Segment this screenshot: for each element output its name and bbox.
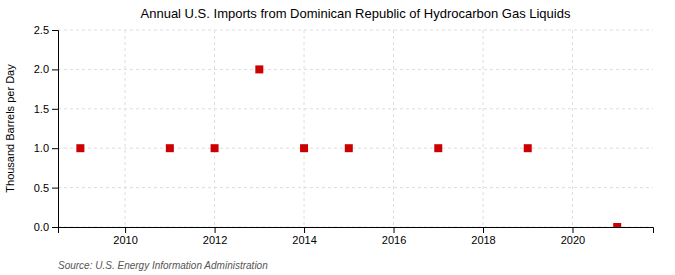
- grid-line: [304, 30, 305, 227]
- tick-mark: [125, 227, 126, 233]
- tick-label: 1.0: [34, 142, 49, 154]
- tick-label: 2020: [561, 234, 585, 246]
- tick-label: 2018: [471, 234, 495, 246]
- tick-mark: [304, 227, 305, 233]
- point: [524, 144, 532, 152]
- point: [613, 223, 621, 227]
- tick-label: 2.0: [34, 63, 49, 75]
- point: [255, 65, 263, 73]
- axis-line: [52, 31, 59, 228]
- grid-line: [572, 30, 573, 227]
- title: Annual U.S. Imports from Dominican Repub…: [141, 6, 571, 21]
- point: [166, 144, 174, 152]
- tick-mark: [52, 30, 58, 31]
- tick: 2016: [382, 227, 406, 246]
- grid-line: [393, 30, 394, 227]
- tick-label: 2.5: [34, 24, 49, 36]
- grid-line: [483, 30, 484, 227]
- axis-line: [59, 228, 654, 234]
- tick-label: 2012: [203, 234, 227, 246]
- grid: [58, 30, 653, 227]
- tick-mark: [52, 69, 58, 70]
- tick-mark: [572, 227, 573, 233]
- tick-mark: [394, 227, 395, 233]
- y-axis: 0.0 0.5 1.0 1.5 2.0 2.5: [34, 24, 59, 233]
- tick: 2.5: [34, 24, 58, 36]
- grid-line: [58, 30, 653, 31]
- tick: 2014: [292, 227, 316, 246]
- source: Source: U.S. Energy Information Administ…: [58, 260, 268, 271]
- tick: 2018: [471, 227, 495, 246]
- tick-label: 2016: [382, 234, 406, 246]
- grid-line: [125, 30, 126, 227]
- grid-line: [58, 108, 653, 109]
- tick: 0.5: [34, 182, 58, 194]
- tick-mark: [52, 188, 58, 189]
- point: [345, 144, 353, 152]
- chart: 2010 2012 2014 2016 2018 2020 0.0 0.5 1.0 1.5 2.0 2…: [0, 0, 675, 275]
- tick: 2020: [561, 227, 585, 246]
- tick-label: 0.5: [34, 182, 49, 194]
- grid-line: [214, 30, 215, 227]
- tick-mark: [215, 227, 216, 233]
- tick-mark: [52, 109, 58, 110]
- x-axis: 2010 2012 2014 2016 2018 2020: [59, 227, 654, 246]
- tick-label: 0.0: [34, 221, 49, 233]
- tick: 0.0: [34, 221, 58, 233]
- grid-line: [58, 69, 653, 70]
- point: [211, 144, 219, 152]
- grid-line: [58, 148, 653, 149]
- tick-label: 2014: [292, 234, 316, 246]
- tick-mark: [52, 148, 58, 149]
- tick-label: 1.5: [34, 103, 49, 115]
- point: [300, 144, 308, 152]
- tick: 2010: [113, 227, 137, 246]
- tick: 1.0: [34, 142, 58, 154]
- point: [76, 144, 84, 152]
- tick: 1.5: [34, 103, 58, 115]
- point: [434, 144, 442, 152]
- plot: 2010 2012 2014 2016 2018 2020 0.0 0.5 1.0 1.5 2.0 2…: [34, 24, 654, 246]
- points: [76, 65, 621, 227]
- tick-label: 2010: [113, 234, 137, 246]
- y-axis-title: Thousand Barrels per Day: [4, 64, 16, 193]
- grid-line: [58, 187, 653, 188]
- tick-mark: [483, 227, 484, 233]
- tick-mark: [52, 227, 58, 228]
- tick: 2012: [203, 227, 227, 246]
- tick: 2.0: [34, 63, 58, 75]
